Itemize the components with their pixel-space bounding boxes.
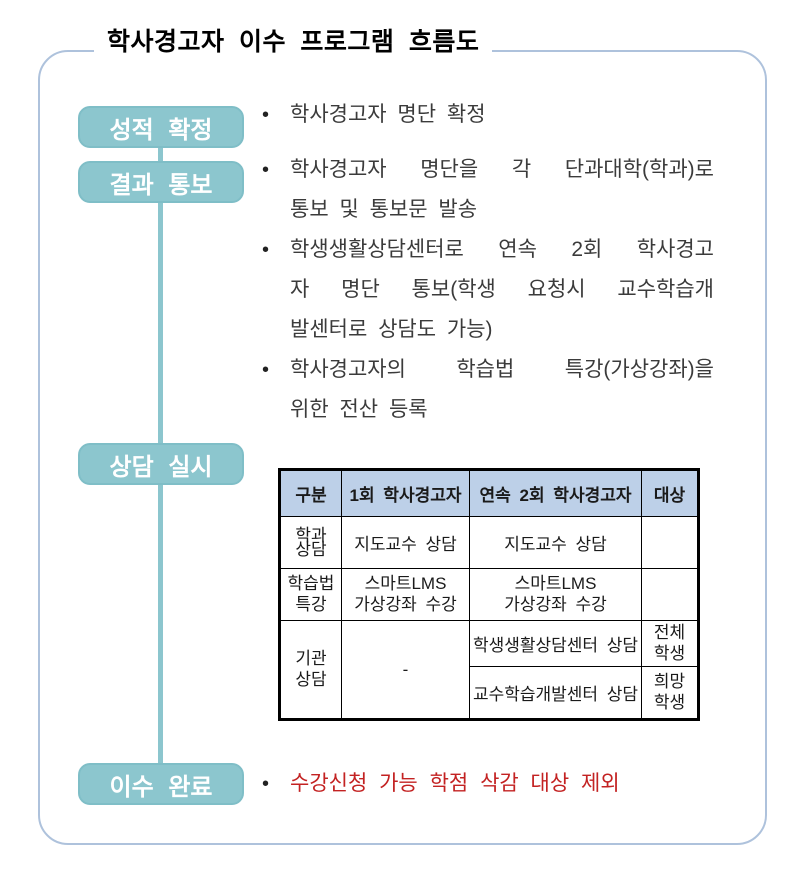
- step-box-counseling: 상담 실시: [78, 443, 244, 485]
- table-row-org-counsel-2: 교수학습개발센터 상담 희망 학생: [280, 666, 699, 720]
- step-box-grade-confirm: 성적 확정: [78, 106, 244, 148]
- bullet-icon: •: [262, 159, 270, 181]
- bullet-icon: •: [262, 773, 270, 795]
- note-line: 학사경고자 명단을 각 단과대학(학과)로: [290, 158, 714, 181]
- cell-category: 기관 상담: [279, 620, 342, 720]
- list-item: • 학사경고자 명단을 각 단과대학(학과)로 통보 및 통보문 발송: [262, 150, 717, 230]
- cell-target: 전체 학생: [641, 620, 699, 667]
- counseling-table: 구분 1회 학사경고자 연속 2회 학사경고자 대상 학과 상담 지도교수 상담…: [278, 468, 700, 721]
- note-line: 위한 전산 등록: [290, 398, 428, 421]
- cell-second-warning: 스마트LMS 가상강좌 수강: [469, 568, 642, 621]
- bullet-icon: •: [262, 359, 270, 381]
- bullet-icon: •: [262, 239, 270, 261]
- list-item: • 학사경고자 명단 확정: [262, 95, 717, 135]
- note-line: 학사경고자 명단 확정: [290, 103, 486, 126]
- step-box-completion: 이수 완료: [78, 763, 244, 805]
- note-line: 학생생활상담센터로 연속 2회 학사경고: [290, 238, 714, 261]
- cell-category: 학습법 특강: [279, 568, 342, 621]
- cell-second-warning: 학생생활상담센터 상담: [469, 620, 642, 667]
- cell-first-warning: 스마트LMS 가상강좌 수강: [341, 568, 470, 621]
- note-line: 발센터로 상담도 가능): [290, 318, 493, 341]
- col-header-category: 구분: [279, 469, 342, 517]
- bullet-icon: •: [262, 104, 270, 126]
- cell-second-warning: 교수학습개발센터 상담: [469, 666, 642, 720]
- page-title: 학사경고자 이수 프로그램 흐름도: [94, 24, 493, 60]
- table-row-org-counsel-1: 기관 상담 - 학생생활상담센터 상담 전체 학생: [279, 620, 699, 720]
- note-line: 통보 및 통보문 발송: [290, 198, 478, 221]
- cell-first-warning: -: [341, 620, 470, 720]
- cell-target: [641, 516, 699, 569]
- list-item: • 학사경고자의 학습법 특강(가상강좌)을 위한 전산 등록: [262, 350, 717, 430]
- notes-grade-confirm: • 학사경고자 명단 확정: [262, 95, 717, 135]
- col-header-target: 대상: [641, 469, 699, 517]
- list-item: • 학생생활상담센터로 연속 2회 학사경고 자 명단 통보(학생 요청시 교수…: [262, 230, 717, 350]
- table-row-dept-counsel: 학과 상담 지도교수 상담 지도교수 상담: [279, 516, 699, 569]
- table-header-row: 구분 1회 학사경고자 연속 2회 학사경고자 대상: [279, 469, 699, 517]
- note-line: 학사경고자의 학습법 특강(가상강좌)을: [290, 358, 714, 381]
- cell-category: 학과 상담: [279, 516, 342, 569]
- notes-result-notify: • 학사경고자 명단을 각 단과대학(학과)로 통보 및 통보문 발송 • 학생…: [262, 150, 717, 430]
- counseling-table-container: 구분 1회 학사경고자 연속 2회 학사경고자 대상 학과 상담 지도교수 상담…: [278, 468, 700, 721]
- note-line-red: 수강신청 가능 학점 삭감 대상 제외: [290, 772, 620, 795]
- step-box-result-notify: 결과 통보: [78, 161, 244, 203]
- cell-first-warning: 지도교수 상담: [341, 516, 470, 569]
- note-line: 자 명단 통보(학생 요청시 교수학습개: [290, 278, 714, 301]
- notes-completion: • 수강신청 가능 학점 삭감 대상 제외: [262, 763, 717, 805]
- cell-target: 희망 학생: [641, 666, 699, 720]
- list-item: • 수강신청 가능 학점 삭감 대상 제외: [262, 763, 717, 805]
- table-row-study-lecture: 학습법 특강 스마트LMS 가상강좌 수강 스마트LMS 가상강좌 수강: [279, 568, 699, 621]
- col-header-first-warning: 1회 학사경고자: [341, 469, 470, 517]
- col-header-second-warning: 연속 2회 학사경고자: [469, 469, 642, 517]
- cell-target: [641, 568, 699, 621]
- cell-second-warning: 지도교수 상담: [469, 516, 642, 569]
